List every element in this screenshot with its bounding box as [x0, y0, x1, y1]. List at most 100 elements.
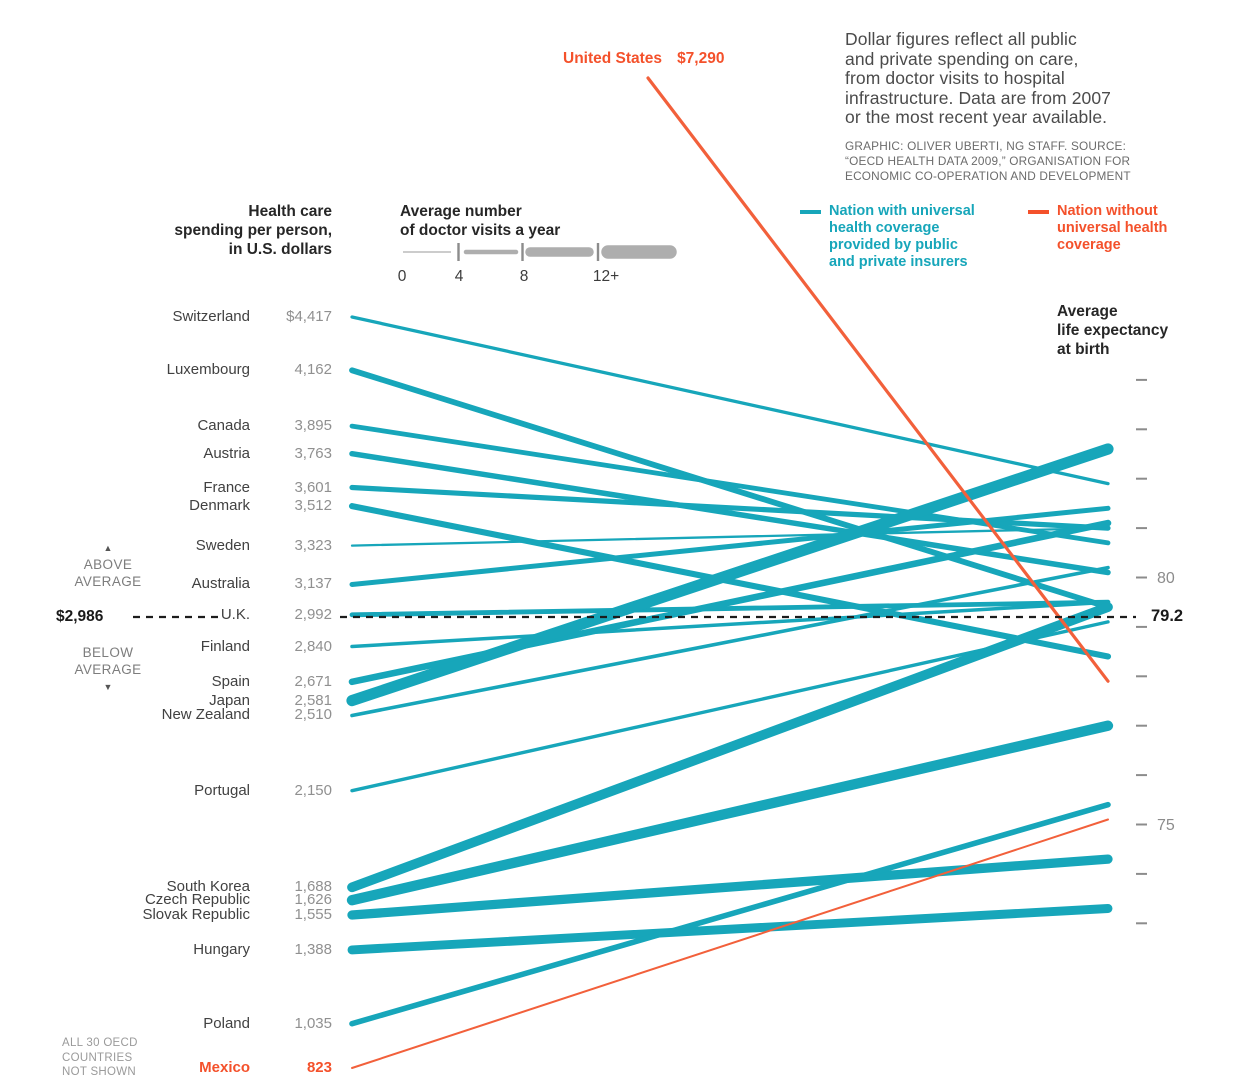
country-spending-value: 2,671 — [294, 673, 332, 690]
oecd-note: ALL 30 OECD COUNTRIES NOT SHOWN — [62, 1037, 138, 1078]
country-spending-value: $4,417 — [286, 308, 332, 325]
country-row-poland: Poland 1,035 — [60, 1014, 332, 1034]
country-line-united-states — [646, 76, 1110, 683]
country-name: Poland — [203, 1015, 250, 1032]
country-line-australia — [349, 505, 1111, 587]
country-name: Austria — [203, 445, 250, 462]
us-callout-value: $7,290 — [677, 50, 725, 67]
country-line-south-korea — [347, 602, 1113, 893]
country-row-hungary: Hungary 1,388 — [60, 940, 332, 960]
country-row-canada: Canada 3,895 — [60, 416, 332, 436]
country-spending-value: 3,763 — [294, 445, 332, 462]
country-spending-value: 3,323 — [294, 537, 332, 554]
country-row-u-k-: U.K. 2,992 — [60, 605, 332, 625]
average-le-label: 79.2 — [1151, 607, 1184, 625]
country-spending-value: 2,581 — [294, 692, 332, 709]
country-name: Australia — [191, 575, 250, 592]
country-line-mexico — [351, 818, 1109, 1069]
country-name: Slovak Republic — [142, 906, 250, 923]
orange-dash-icon — [1028, 210, 1049, 214]
country-spending-value: 1,555 — [294, 906, 332, 923]
country-spending-value: 1,626 — [294, 891, 332, 908]
legend-universal-label: Nation with universal health coverage pr… — [829, 203, 975, 270]
country-name: South Korea — [166, 878, 250, 895]
country-name: Portugal — [194, 782, 250, 799]
legend-no-universal: Nation without universal health coverage — [1028, 203, 1218, 254]
country-line-poland — [349, 801, 1111, 1027]
country-name: Denmark — [189, 497, 250, 514]
country-row-new-zealand: New Zealand 2,510 — [60, 705, 332, 725]
country-row-portugal: Portugal 2,150 — [60, 781, 332, 801]
credit-note: GRAPHIC: OLIVER UBERTI, NG STAFF. SOURCE… — [845, 139, 1131, 183]
intro-note: Dollar figures reflect all public and pr… — [845, 29, 1112, 128]
country-row-luxembourg: Luxembourg 4,162 — [60, 360, 332, 380]
country-row-japan: Japan 2,581 — [60, 691, 332, 711]
country-name: Hungary — [193, 941, 250, 958]
country-name: Spain — [211, 673, 250, 690]
country-spending-value: 2,510 — [294, 706, 332, 723]
country-line-slovak-republic — [347, 854, 1113, 920]
average-spending-label: $2,986 — [56, 608, 104, 625]
teal-dash-icon — [800, 210, 821, 214]
arrow-down-icon: ▼ — [103, 682, 113, 692]
country-spending-value: 4,162 — [294, 361, 332, 378]
country-name: Czech Republic — [144, 891, 250, 908]
below-average-label: BELOW AVERAGE — [74, 645, 142, 677]
country-spending-value: 3,895 — [294, 417, 332, 434]
country-spending-value: 3,137 — [294, 575, 332, 592]
country-line-austria — [349, 450, 1111, 576]
arrow-up-icon: ▲ — [103, 543, 113, 553]
country-name: U.K. — [220, 606, 250, 623]
country-line-japan — [346, 443, 1114, 707]
country-spending-value: 1,035 — [294, 1015, 332, 1032]
country-row-australia: Australia 3,137 — [60, 574, 332, 594]
le-tick-label-80: 80 — [1157, 570, 1175, 587]
above-average-label: ABOVE AVERAGE — [74, 557, 142, 589]
country-line-hungary — [347, 904, 1113, 955]
country-name: Switzerland — [172, 308, 250, 325]
visits-scale-label-0: 0 — [398, 268, 407, 285]
country-row-mexico: Mexico 823 — [60, 1058, 332, 1078]
country-spending-value: 2,840 — [294, 638, 332, 655]
country-spending-value: 2,150 — [294, 782, 332, 799]
country-name: Japan — [209, 692, 250, 709]
country-spending-value: 3,512 — [294, 497, 332, 514]
country-row-france: France 3,601 — [60, 478, 332, 498]
country-line-luxembourg — [349, 367, 1111, 610]
le-tick-label-75: 75 — [1157, 817, 1175, 834]
country-row-slovak-republic: Slovak Republic 1,555 — [60, 905, 332, 925]
country-name: Canada — [197, 417, 250, 434]
right-axis-title: Average life expectancy at birth — [1057, 303, 1169, 358]
left-axis-title: Health care spending per person, in U.S.… — [174, 203, 332, 258]
country-row-south-korea: South Korea 1,688 — [60, 877, 332, 897]
country-row-austria: Austria 3,763 — [60, 444, 332, 464]
country-line-sweden — [350, 526, 1110, 547]
country-name: New Zealand — [161, 706, 250, 723]
country-name: France — [203, 479, 250, 496]
legend-universal: Nation with universal health coverage pr… — [800, 203, 1015, 271]
country-name: Luxembourg — [166, 361, 250, 378]
country-spending-value: 2,992 — [294, 606, 332, 623]
country-spending-value: 3,601 — [294, 479, 332, 496]
country-spending-value: 823 — [306, 1059, 332, 1076]
country-line-finland — [350, 600, 1110, 649]
visits-scale-label-4: 4 — [455, 268, 464, 285]
country-name: Mexico — [199, 1059, 250, 1076]
country-row-denmark: Denmark 3,512 — [60, 496, 332, 516]
visits-scale-title: Average number of doctor visits a year — [400, 203, 561, 239]
country-name: Finland — [200, 638, 250, 655]
visits-scale-label-12+: 12+ — [593, 268, 619, 285]
us-callout: United States $7,290 — [563, 50, 724, 68]
country-row-sweden: Sweden 3,323 — [60, 536, 332, 556]
country-line-denmark — [348, 503, 1112, 660]
country-spending-value: 1,388 — [294, 941, 332, 958]
legend-no-universal-label: Nation without universal health coverage — [1057, 203, 1168, 253]
country-row-switzerland: Switzerland $4,417 — [60, 307, 332, 327]
country-row-spain: Spain 2,671 — [60, 672, 332, 692]
us-callout-name: United States — [563, 50, 663, 67]
country-line-czech-republic — [346, 720, 1114, 906]
country-row-czech-republic: Czech Republic 1,626 — [60, 890, 332, 910]
country-row-finland: Finland 2,840 — [60, 637, 332, 657]
